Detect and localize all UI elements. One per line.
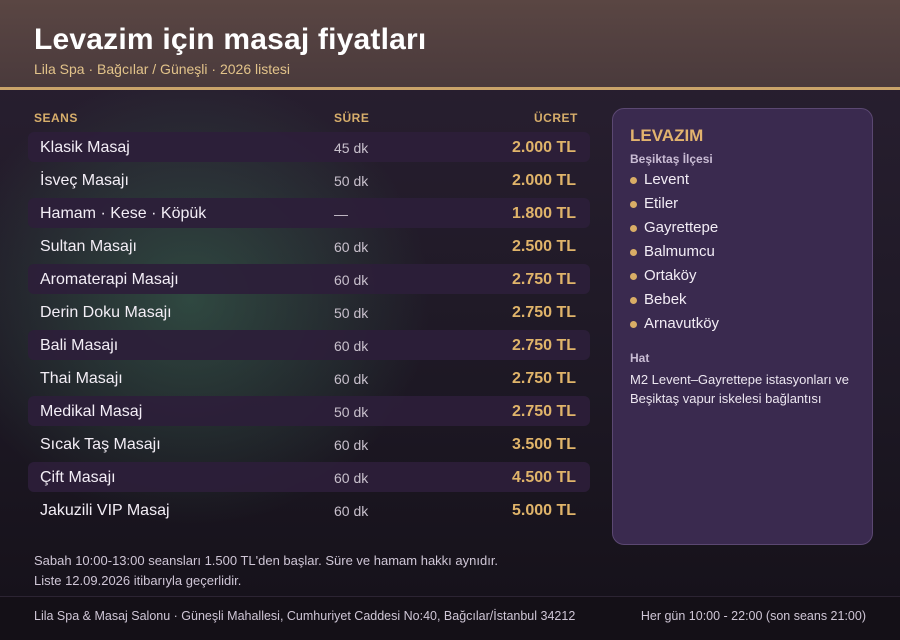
table-row: Sıcak Taş Masajı 60 dk 3.500 TL (28, 429, 590, 459)
neighborhood-name: Gayrettepe (644, 219, 719, 236)
session-name: Çift Masajı (40, 469, 116, 486)
column-header-duration: SÜRE (334, 111, 370, 125)
session-name: Hamam · Kese · Köpük (40, 205, 207, 222)
footer-hours: Her gün 10:00 - 22:00 (son seans 21:00) (640, 609, 866, 623)
panel-title: LEVAZIM (630, 126, 704, 145)
session-duration: 50 dk (334, 173, 369, 189)
session-duration: 60 dk (334, 470, 369, 486)
session-name: Bali Masajı (40, 337, 119, 354)
page-title: Levazim için masaj fiyatları (34, 23, 427, 56)
price-table: Klasik Masaj 45 dk 2.000 TL İsveç Masajı… (28, 132, 590, 528)
session-price: 2.000 TL (511, 172, 576, 189)
neighborhood-name: Balmumcu (644, 243, 715, 260)
session-price: 2.750 TL (511, 271, 576, 288)
session-duration: 45 dk (334, 140, 369, 156)
list-item: Gayrettepe (630, 219, 719, 243)
session-duration: 60 dk (334, 272, 369, 288)
session-duration: 50 dk (334, 305, 369, 321)
table-row: İsveç Masajı 50 dk 2.000 TL (28, 165, 590, 195)
neighborhood-name: Bebek (644, 291, 687, 308)
session-name: Sultan Masajı (40, 238, 137, 255)
session-price: 2.750 TL (511, 337, 576, 354)
neighborhood-name: Arnavutköy (644, 315, 720, 332)
list-item: Levent (630, 171, 719, 195)
column-header-session: SEANS (34, 111, 78, 125)
transit-info: M2 Levent–Gayrettepe istasyonları ve Beş… (630, 372, 849, 406)
table-row: Derin Doku Masajı 50 dk 2.750 TL (28, 297, 590, 327)
table-row: Jakuzili VIP Masaj 60 dk 5.000 TL (28, 495, 590, 525)
column-header-price: ÜCRET (534, 111, 578, 125)
list-item: Bebek (630, 291, 719, 315)
session-name: İsveç Masajı (40, 172, 129, 189)
session-name: Medikal Masaj (40, 403, 143, 420)
bullet-icon (630, 225, 637, 232)
session-duration: — (334, 206, 348, 222)
table-row: Çift Masajı 60 dk 4.500 TL (28, 462, 590, 492)
session-price: 5.000 TL (511, 502, 576, 519)
session-price: 3.500 TL (511, 436, 576, 453)
list-item: Ortaköy (630, 267, 719, 291)
bullet-icon (630, 201, 637, 208)
session-price: 1.800 TL (511, 205, 576, 222)
transit-label: Hat (630, 351, 650, 365)
list-item: Etiler (630, 195, 719, 219)
page-subtitle: Lila Spa · Bağcılar / Güneşli · 2026 lis… (34, 61, 291, 77)
session-price: 2.000 TL (511, 139, 576, 156)
bullet-icon (630, 321, 637, 328)
session-name: Derin Doku Masajı (40, 304, 172, 321)
session-name: Aromaterapi Masajı (40, 271, 179, 288)
bullet-icon (630, 297, 637, 304)
bullet-icon (630, 249, 637, 256)
session-price: 2.750 TL (511, 304, 576, 321)
session-name: Jakuzili VIP Masaj (40, 502, 170, 519)
table-row: Aromaterapi Masajı 60 dk 2.750 TL (28, 264, 590, 294)
validity-note: Liste 12.09.2026 itibarıyla geçerlidir. (34, 573, 242, 588)
neighborhood-name: Ortaköy (644, 267, 697, 284)
session-price: 2.500 TL (511, 238, 576, 255)
session-price: 2.750 TL (511, 403, 576, 420)
session-duration: 60 dk (334, 338, 369, 354)
page-header: Levazim için masaj fiyatları Lila Spa · … (0, 0, 900, 90)
session-duration: 60 dk (334, 239, 369, 255)
bullet-icon (630, 273, 637, 280)
table-row: Medikal Masaj 50 dk 2.750 TL (28, 396, 590, 426)
session-price: 4.500 TL (511, 469, 576, 486)
table-row: Klasik Masaj 45 dk 2.000 TL (28, 132, 590, 162)
bullet-icon (630, 177, 637, 184)
table-row: Bali Masajı 60 dk 2.750 TL (28, 330, 590, 360)
session-duration: 60 dk (334, 371, 369, 387)
session-duration: 50 dk (334, 404, 369, 420)
neighborhood-name: Levent (644, 171, 690, 188)
neighborhood-name: Etiler (644, 195, 679, 212)
session-price: 2.750 TL (511, 370, 576, 387)
list-item: Balmumcu (630, 243, 719, 267)
district-panel: LEVAZIM Beşiktaş İlçesi Levent Etiler Ga… (612, 108, 873, 545)
session-duration: 60 dk (334, 437, 369, 453)
table-row: Hamam · Kese · Köpük — 1.800 TL (28, 198, 590, 228)
list-item: Arnavutköy (630, 315, 719, 339)
session-duration: 60 dk (334, 503, 369, 519)
neighborhood-list: Levent Etiler Gayrettepe Balmumcu Ortakö… (630, 171, 719, 339)
session-name: Klasik Masaj (40, 139, 130, 156)
session-name: Thai Masajı (40, 370, 123, 387)
table-row: Sultan Masajı 60 dk 2.500 TL (28, 231, 590, 261)
session-name: Sıcak Taş Masajı (40, 436, 161, 453)
table-row: Thai Masajı 60 dk 2.750 TL (28, 363, 590, 393)
page-footer: Lila Spa & Masaj Salonu · Güneşli Mahall… (0, 596, 900, 640)
footer-address: Lila Spa & Masaj Salonu · Güneşli Mahall… (34, 609, 576, 623)
district-label: Beşiktaş İlçesi (630, 152, 713, 166)
pricing-note: Sabah 10:00-13:00 seansları 1.500 TL'den… (34, 553, 499, 568)
